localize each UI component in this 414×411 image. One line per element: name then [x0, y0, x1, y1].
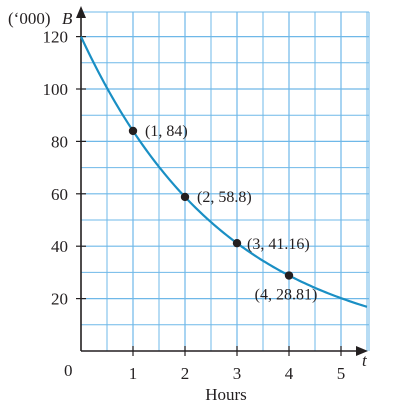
data-point-label: (1, 84) — [145, 123, 188, 140]
grid — [81, 11, 370, 351]
axes: 1 2 3 4 5 20 40 60 80 100 120 — [43, 6, 368, 383]
x-tick-label: 2 — [181, 364, 190, 383]
decay-curve — [80, 36, 368, 308]
axis-labels: (‘000) B t 0 Hours — [8, 9, 368, 404]
origin-label: 0 — [64, 361, 73, 380]
x-tick-label: 4 — [285, 364, 294, 383]
y-tick-label: 80 — [51, 132, 68, 151]
y-tick-label: 100 — [43, 80, 69, 99]
y-tick-label: 40 — [51, 237, 68, 256]
x-axis-arrow-icon — [356, 346, 368, 356]
data-point-label: (4, 28.81) — [255, 287, 318, 304]
data-point — [284, 271, 294, 280]
data-point-label: (3, 41.16) — [247, 236, 310, 253]
y-axis-arrow-icon — [76, 6, 86, 18]
x-tick-label: 3 — [233, 364, 242, 383]
x-tick-label: 1 — [129, 364, 138, 383]
y-axis-variable-label: B — [62, 9, 73, 28]
data-points: (1, 84) (2, 58.8) (3, 41.16) (4, 28.81) — [128, 123, 318, 304]
y-axis-unit-label: (‘000) — [8, 9, 50, 28]
y-tick-label: 60 — [51, 185, 68, 204]
data-point — [180, 192, 190, 202]
data-point-label: (2, 58.8) — [197, 189, 252, 206]
x-tick-label: 5 — [337, 364, 346, 383]
y-tick-label: 120 — [43, 28, 69, 47]
y-tick-label: 20 — [51, 290, 68, 309]
data-point — [232, 238, 242, 248]
x-axis-variable-label: t — [362, 351, 368, 370]
data-point — [128, 126, 138, 136]
x-axis-title: Hours — [205, 385, 247, 404]
